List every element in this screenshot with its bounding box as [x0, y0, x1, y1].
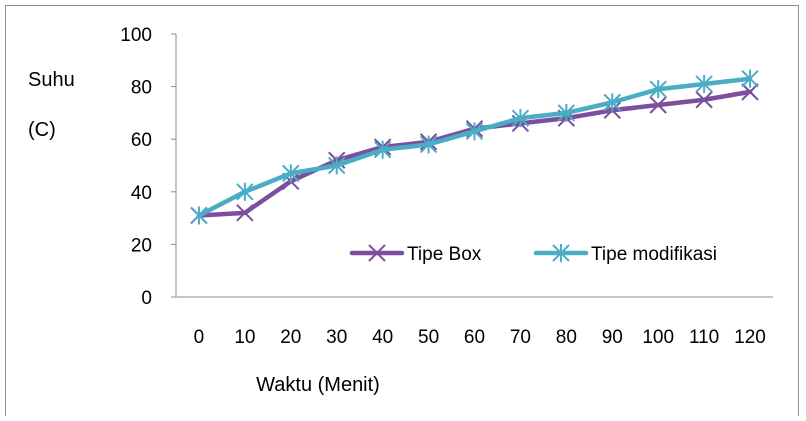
series-layer: [190, 69, 759, 225]
y-tick-label: 80: [131, 78, 152, 99]
data-point-marker: [236, 182, 254, 201]
marker-stroke: [741, 83, 759, 101]
y-tick-label: 20: [131, 235, 152, 256]
marker-stroke: [236, 204, 254, 222]
x-axis-title: Waktu (Menit): [256, 374, 380, 396]
data-point-marker: [649, 80, 667, 99]
data-point-marker: [328, 156, 346, 175]
x-tick-label: 0: [194, 327, 205, 348]
series-tipe-box: [190, 83, 759, 225]
data-point-marker: [511, 109, 530, 128]
y-tick-label: 40: [131, 183, 152, 204]
marker-stroke: [695, 91, 713, 109]
data-point-marker: [465, 122, 484, 141]
data-point-marker: [603, 93, 621, 112]
data-point-marker: [552, 244, 570, 262]
x-tick-label: 120: [734, 327, 766, 348]
x-tick-label: 80: [556, 327, 577, 348]
data-point-marker: [190, 206, 208, 225]
series-line: [196, 89, 753, 218]
y-tick-label: 0: [141, 288, 152, 309]
legend-item: Tipe Box: [349, 244, 482, 265]
legend: Tipe Box Tipe modifikasi: [349, 244, 717, 265]
y-axis-title-line1: Suhu: [28, 69, 75, 91]
data-point-marker: [368, 244, 386, 262]
data-point-marker: [741, 69, 759, 88]
series-line: [196, 76, 753, 218]
data-point-marker: [419, 135, 438, 154]
legend-label: Tipe modifikasi: [591, 244, 717, 265]
data-point-marker: [373, 140, 392, 159]
data-point-marker: [649, 96, 667, 114]
x-tick-label: 20: [280, 327, 301, 348]
x-tick-label: 60: [464, 327, 485, 348]
x-tick-label: 90: [602, 327, 623, 348]
chart-frame: [5, 5, 799, 416]
marker-stroke: [368, 244, 386, 262]
data-point-marker: [741, 83, 759, 101]
data-point-marker: [557, 103, 576, 122]
x-tick-label: 70: [510, 327, 531, 348]
x-tick-label: 40: [372, 327, 393, 348]
legend-label: Tipe Box: [407, 244, 482, 265]
x-tick-label: 30: [326, 327, 347, 348]
data-point-marker: [695, 91, 713, 109]
y-axis: 0 20 40 60 80 100: [120, 25, 177, 309]
x-axis: 0 10 20 30 40 50 60 70 80 90 100 110 120: [176, 296, 773, 348]
data-point-marker: [236, 204, 254, 222]
x-tick-label: 110: [689, 327, 719, 348]
marker-stroke: [649, 96, 667, 114]
data-point-marker: [695, 74, 713, 93]
series-tipe-modifikasi: [190, 69, 759, 225]
legend-item: Tipe modifikasi: [533, 244, 717, 265]
x-tick-label: 10: [234, 327, 255, 348]
x-tick-label: 50: [418, 327, 439, 348]
data-point-marker: [282, 164, 300, 183]
y-tick-label: 60: [131, 130, 152, 151]
x-tick-label: 100: [642, 327, 674, 348]
y-tick-label: 100: [120, 25, 152, 46]
y-axis-title-line2: (C): [28, 119, 56, 141]
